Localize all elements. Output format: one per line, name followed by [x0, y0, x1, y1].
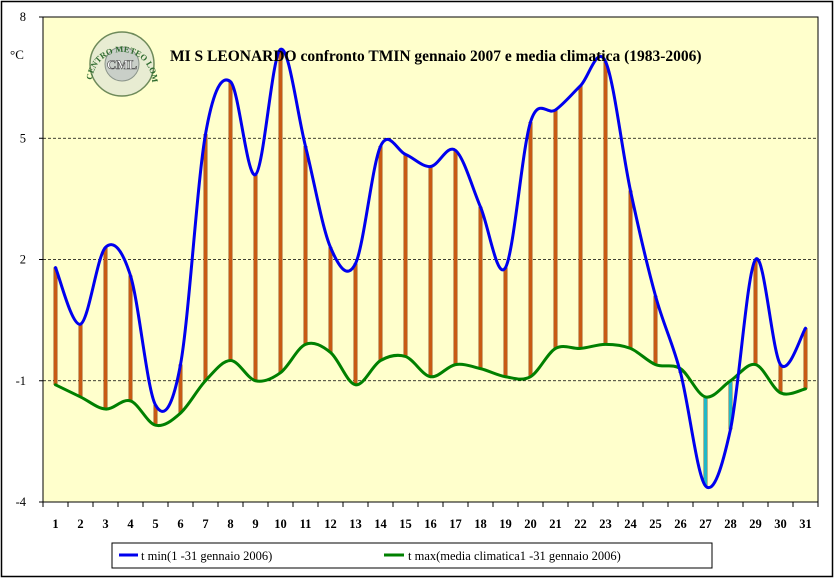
difference-bar	[253, 174, 258, 381]
chart-title: MI S LEONARDO confronto TMIN gennaio 200…	[170, 48, 702, 65]
logo-abbr: CML	[107, 57, 138, 72]
difference-bar	[403, 154, 408, 357]
y-tick-label: 5	[20, 131, 26, 145]
x-tick-label: 19	[499, 517, 512, 531]
difference-bar	[228, 81, 233, 361]
difference-bar	[428, 166, 433, 377]
x-tick-label: 3	[102, 517, 108, 531]
x-tick-label: 23	[599, 517, 612, 531]
difference-bar	[478, 206, 483, 369]
difference-bar	[378, 146, 383, 361]
y-tick-label: -1	[16, 374, 26, 388]
x-tick-label: 10	[274, 517, 287, 531]
difference-bar	[803, 328, 808, 389]
x-tick-label: 25	[649, 517, 662, 531]
x-tick-label: 15	[399, 517, 412, 531]
y-tick-label: 2	[20, 253, 26, 267]
difference-bar	[628, 190, 633, 349]
legend-label-tmax: t max(media climatica1 -31 gennaio 2006)	[408, 549, 621, 563]
x-tick-label: 4	[127, 517, 134, 531]
difference-bar	[53, 267, 58, 385]
difference-bar	[778, 364, 783, 394]
difference-bar	[453, 150, 458, 365]
x-tick-label: 12	[324, 517, 337, 531]
x-tick-label: 18	[474, 517, 487, 531]
difference-bar	[328, 247, 333, 353]
x-tick-label: 14	[374, 517, 387, 531]
x-tick-label: 20	[524, 517, 537, 531]
x-tick-label: 22	[574, 517, 587, 531]
x-tick-label: 7	[202, 517, 208, 531]
x-tick-label: 21	[549, 517, 562, 531]
series-lines	[54, 47, 807, 490]
legend-label-tmin: t min(1 -31 gennaio 2006)	[141, 549, 272, 563]
x-tick-label: 28	[724, 517, 737, 531]
y-axis-unit-label: °C	[10, 47, 24, 62]
x-tick-label: 6	[177, 517, 183, 531]
x-tick-label: 26	[674, 517, 687, 531]
x-tick-label: 24	[624, 517, 637, 531]
difference-bar	[103, 247, 108, 410]
x-axis-ticks: 1 2 3 4 5 6 7 8 9 10 11 12 13 14 15 16 17 18 19 20 21 22 23 24 2…	[42, 502, 819, 531]
x-tick-label: 11	[300, 517, 312, 531]
x-tick-label: 17	[449, 517, 462, 531]
x-tick-label: 16	[424, 517, 437, 531]
x-tick-label: 5	[152, 517, 158, 531]
y-tick-label: -4	[16, 495, 27, 509]
difference-bar	[653, 295, 658, 365]
series-line-tmin	[54, 47, 807, 490]
legend: t min(1 -31 gennaio 2006) t max(media cl…	[111, 542, 713, 569]
difference-bar	[578, 85, 583, 349]
logo-center	[104, 46, 140, 82]
x-tick-label: 1	[52, 517, 58, 531]
difference-bar	[203, 134, 208, 381]
y-axis-ticks: -4 -1 2 5 8	[16, 10, 43, 509]
difference-bar	[503, 267, 508, 377]
difference-bar	[353, 263, 358, 385]
difference-bar	[553, 109, 558, 349]
x-tick-label: 2	[77, 517, 83, 531]
x-tick-label: 8	[227, 517, 233, 531]
difference-bar	[78, 324, 83, 398]
x-tick-label: 13	[349, 517, 362, 531]
y-tick-label: 8	[20, 10, 26, 24]
difference-bar	[303, 146, 308, 345]
difference-bar	[528, 121, 533, 377]
difference-bar	[278, 49, 283, 373]
difference-bar	[603, 61, 608, 345]
x-tick-label: 9	[252, 517, 258, 531]
x-tick-label: 31	[799, 517, 812, 531]
x-tick-label: 29	[749, 517, 762, 531]
x-tick-label: 30	[774, 517, 787, 531]
difference-bar	[753, 259, 758, 365]
difference-bar	[703, 396, 708, 486]
legend-box	[111, 542, 713, 569]
x-tick-label: 27	[699, 517, 712, 531]
difference-bar	[128, 275, 133, 402]
